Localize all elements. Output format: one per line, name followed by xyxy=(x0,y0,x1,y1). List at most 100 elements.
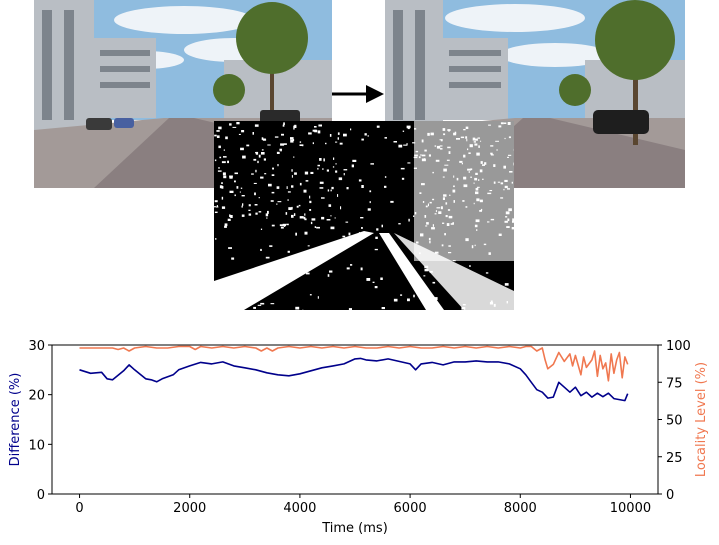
changed-pixel xyxy=(276,151,280,154)
changed-pixel xyxy=(384,137,387,139)
y-right-tick-label: 25 xyxy=(666,451,683,466)
changed-pixel xyxy=(221,182,223,184)
changed-pixel xyxy=(485,272,489,274)
changed-pixel xyxy=(261,149,264,151)
changed-pixel xyxy=(279,148,282,151)
changed-pixel xyxy=(291,175,293,178)
changed-pixel xyxy=(305,180,309,182)
changed-pixel xyxy=(366,278,371,281)
changed-pixel xyxy=(380,277,383,280)
changed-pixel xyxy=(271,191,275,194)
changed-pixel xyxy=(291,214,294,218)
changed-pixel xyxy=(234,172,238,175)
changed-pixel xyxy=(255,169,257,173)
changed-pixel xyxy=(376,125,380,128)
changed-pixel xyxy=(271,224,275,227)
changed-pixel xyxy=(241,195,245,197)
car xyxy=(593,110,649,134)
changed-pixel xyxy=(228,247,232,249)
changed-pixel xyxy=(304,171,309,175)
changed-pixel xyxy=(236,122,240,125)
changed-pixel xyxy=(234,194,236,197)
changed-pixel xyxy=(317,167,319,170)
changed-pixel xyxy=(258,154,261,158)
changed-pixel xyxy=(350,128,352,131)
building-windows xyxy=(393,10,403,120)
changed-pixel xyxy=(253,182,257,184)
y-left-tick-label: 10 xyxy=(28,438,45,453)
changed-pixel xyxy=(293,156,295,158)
changed-pixel xyxy=(224,223,228,227)
changed-pixel xyxy=(227,160,229,164)
changed-pixel xyxy=(254,192,256,196)
changed-pixel xyxy=(229,175,233,178)
changed-pixel xyxy=(296,205,299,208)
changed-pixel xyxy=(231,257,235,260)
changed-pixel xyxy=(276,186,280,189)
changed-pixel xyxy=(218,167,220,169)
changed-pixel xyxy=(291,206,293,210)
changed-pixel xyxy=(260,302,265,305)
changed-pixel xyxy=(311,218,316,221)
changed-pixel xyxy=(407,162,411,164)
changed-pixel xyxy=(351,164,354,168)
changed-pixel xyxy=(283,122,285,125)
changed-pixel xyxy=(304,218,307,221)
changed-pixel xyxy=(424,269,429,272)
changed-pixel xyxy=(330,215,332,217)
changed-pixel xyxy=(317,296,319,299)
changed-pixel xyxy=(321,197,325,199)
binary-difference-image xyxy=(214,121,514,310)
changed-pixel xyxy=(277,164,279,167)
changed-pixel xyxy=(348,308,352,310)
changed-pixel xyxy=(232,126,237,128)
changed-pixel xyxy=(361,138,364,141)
changed-pixel xyxy=(216,206,219,208)
changed-pixel xyxy=(271,174,275,176)
changed-pixel xyxy=(309,209,312,211)
changed-pixel xyxy=(299,144,303,146)
changed-pixel xyxy=(229,214,231,218)
changed-pixel xyxy=(234,180,236,183)
changed-pixel xyxy=(413,294,415,298)
changed-pixel xyxy=(218,145,221,149)
changed-pixel xyxy=(350,264,353,266)
changed-pixel xyxy=(294,124,297,128)
y-right-tick-label: 75 xyxy=(666,376,683,391)
changed-pixel xyxy=(327,274,330,277)
changed-pixel xyxy=(254,204,258,206)
changed-pixel xyxy=(304,231,308,235)
changed-pixel xyxy=(286,186,288,189)
changed-pixel xyxy=(309,294,312,296)
changed-pixel xyxy=(258,197,260,199)
changed-pixel xyxy=(398,223,401,225)
changed-pixel xyxy=(267,210,269,214)
changed-pixel xyxy=(381,307,385,310)
changed-pixel xyxy=(265,213,269,217)
changed-pixel xyxy=(358,179,362,182)
tree xyxy=(236,2,308,74)
changed-pixel xyxy=(261,137,264,140)
changed-pixel xyxy=(292,139,295,141)
changed-pixel xyxy=(240,187,243,189)
changed-pixel xyxy=(401,177,405,180)
changed-pixel xyxy=(214,200,218,203)
changed-pixel xyxy=(343,133,347,137)
changed-pixel xyxy=(400,294,403,296)
changed-pixel xyxy=(329,270,333,273)
changed-pixel xyxy=(423,275,426,277)
changed-pixel xyxy=(346,267,350,270)
changed-pixel xyxy=(270,303,275,305)
changed-pixel xyxy=(310,171,314,174)
x-tick-label: 4000 xyxy=(283,501,316,516)
changed-pixel xyxy=(258,211,262,213)
changed-pixel xyxy=(326,219,331,221)
changed-pixel xyxy=(402,130,405,132)
changed-pixel xyxy=(321,216,325,220)
changed-pixel xyxy=(299,141,302,143)
car xyxy=(86,118,112,130)
changed-pixel xyxy=(301,144,304,147)
changed-pixel xyxy=(333,157,335,160)
changed-pixel xyxy=(360,217,364,219)
changed-pixel xyxy=(287,250,290,253)
